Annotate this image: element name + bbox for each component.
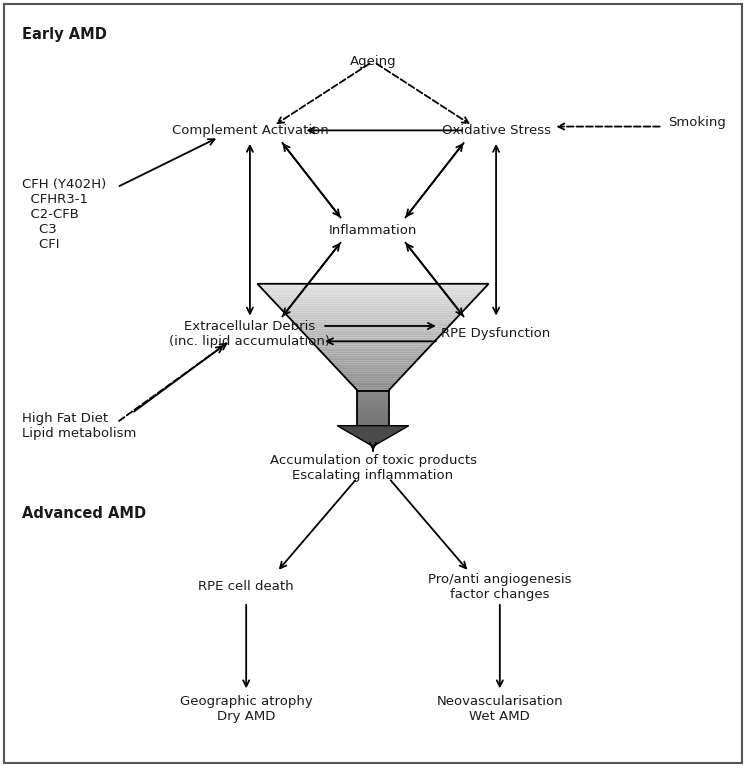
Polygon shape [355,387,391,390]
Polygon shape [288,316,458,318]
Polygon shape [338,370,408,371]
Polygon shape [342,374,404,375]
Polygon shape [345,377,401,379]
Polygon shape [299,328,447,331]
Polygon shape [357,403,389,405]
Text: Ageing: Ageing [350,55,396,67]
Polygon shape [276,304,470,305]
Polygon shape [357,400,389,402]
Polygon shape [316,347,430,348]
Polygon shape [301,331,445,332]
Text: Oxidative Stress: Oxidative Stress [442,124,551,137]
Polygon shape [325,355,421,357]
Polygon shape [268,295,479,296]
Polygon shape [310,339,436,341]
Polygon shape [272,300,474,301]
Polygon shape [357,391,389,393]
Polygon shape [357,397,389,398]
Polygon shape [313,343,433,344]
Polygon shape [357,417,389,419]
Polygon shape [266,293,480,295]
Polygon shape [333,364,413,366]
Polygon shape [346,379,400,380]
Text: Geographic atrophy
Dry AMD: Geographic atrophy Dry AMD [180,696,313,723]
Polygon shape [326,357,420,359]
Polygon shape [306,336,440,337]
Polygon shape [318,348,428,350]
Polygon shape [357,422,389,424]
Polygon shape [334,366,412,368]
Polygon shape [337,426,409,446]
Polygon shape [322,352,425,354]
Polygon shape [261,288,485,289]
Polygon shape [336,368,410,370]
Text: Extracellular Debris
(inc. lipid accumulation): Extracellular Debris (inc. lipid accumul… [169,320,330,347]
Polygon shape [357,395,389,397]
Polygon shape [357,408,389,410]
Polygon shape [319,350,427,352]
Polygon shape [257,284,489,285]
Polygon shape [351,384,395,386]
Polygon shape [311,341,435,343]
Polygon shape [284,312,462,314]
Polygon shape [279,307,467,309]
Text: Neovascularisation
Wet AMD: Neovascularisation Wet AMD [436,696,563,723]
Polygon shape [357,410,389,412]
Polygon shape [350,382,396,384]
Polygon shape [357,393,389,395]
Polygon shape [298,327,448,328]
Polygon shape [330,360,416,363]
Polygon shape [278,305,468,307]
Text: Complement Activation: Complement Activation [172,124,328,137]
Polygon shape [357,424,389,426]
Polygon shape [303,332,443,334]
Polygon shape [331,363,415,364]
Polygon shape [304,334,442,336]
Text: Early AMD: Early AMD [22,27,107,42]
Polygon shape [357,412,389,413]
Polygon shape [269,296,477,298]
Polygon shape [296,325,450,327]
Polygon shape [286,314,460,316]
Polygon shape [289,318,457,320]
Polygon shape [357,398,389,400]
Polygon shape [348,380,398,382]
Polygon shape [275,301,472,304]
Polygon shape [357,413,389,416]
Text: Advanced AMD: Advanced AMD [22,506,146,522]
Text: RPE Dysfunction: RPE Dysfunction [442,328,551,340]
Polygon shape [357,405,389,407]
Polygon shape [323,354,423,355]
Text: Smoking: Smoking [668,117,727,129]
Text: RPE cell death: RPE cell death [198,581,294,593]
Polygon shape [315,344,431,347]
Text: Inflammation: Inflammation [329,224,417,236]
Polygon shape [357,390,389,391]
Polygon shape [357,420,389,422]
Polygon shape [264,291,482,293]
Polygon shape [357,407,389,408]
Polygon shape [343,375,403,377]
Polygon shape [357,416,389,417]
Text: Pro/anti angiogenesis
factor changes: Pro/anti angiogenesis factor changes [428,573,571,601]
Polygon shape [307,337,439,339]
Polygon shape [357,419,389,420]
Polygon shape [281,309,466,311]
Polygon shape [263,289,483,291]
Text: CFH (Y402H)
  CFHR3-1
  C2-CFB
    C3
    CFI: CFH (Y402H) CFHR3-1 C2-CFB C3 CFI [22,178,107,252]
Polygon shape [294,323,452,325]
Polygon shape [271,298,475,300]
Polygon shape [259,285,487,288]
Polygon shape [357,402,389,403]
Polygon shape [292,321,454,323]
Text: Accumulation of toxic products
Escalating inflammation: Accumulation of toxic products Escalatin… [269,454,477,482]
Polygon shape [291,320,455,321]
Polygon shape [283,311,463,312]
Text: High Fat Diet
Lipid metabolism: High Fat Diet Lipid metabolism [22,412,137,439]
Polygon shape [339,371,407,374]
Polygon shape [328,359,418,360]
Polygon shape [353,386,393,387]
